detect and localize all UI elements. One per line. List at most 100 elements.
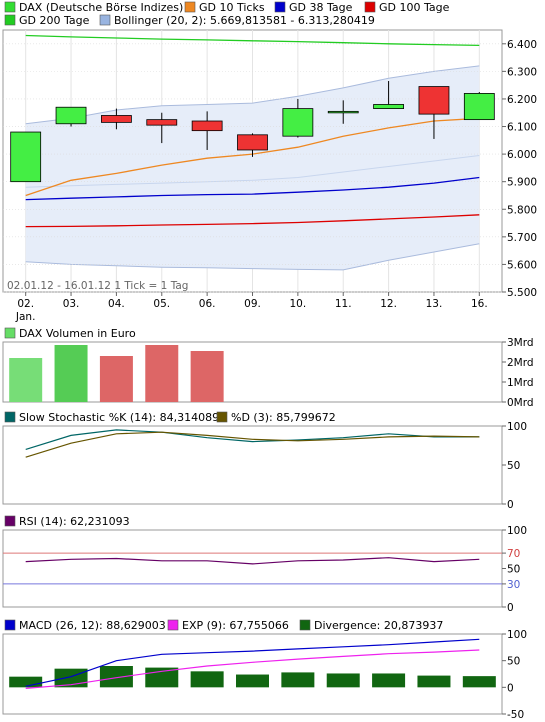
y-tick-label: 100	[507, 629, 527, 641]
candle-body	[237, 134, 268, 151]
x-tick-label: 13.	[426, 298, 443, 310]
x-tick-label: 11.	[335, 298, 352, 310]
divergence-bar	[190, 671, 224, 688]
x-tick-label: 12.	[380, 298, 397, 310]
legend-swatch	[4, 515, 16, 527]
y-tick-label: 100	[507, 525, 527, 537]
x-tick-label: 04.	[108, 298, 125, 310]
y-tick-label: 70	[507, 548, 520, 560]
candle-body	[463, 93, 495, 121]
y-tick-label: 6.000	[507, 149, 537, 161]
stochastic-panel: Slow Stochastic %K (14): 84,314089 %D (3)…	[2, 411, 527, 511]
ma-line	[25, 176, 480, 201]
y-tick-label: 50	[507, 460, 520, 472]
divergence-bar	[462, 676, 496, 688]
legend-label: GD 38 Tage	[289, 1, 353, 14]
rsi-panel: RSI (14): 62,231093 0 30 50 70 100	[2, 515, 527, 614]
legend-swatch	[4, 411, 16, 423]
candle-body	[146, 119, 178, 126]
legend-label: GD 100 Tage	[379, 1, 450, 14]
divergence-bar	[417, 675, 451, 688]
bollinger-middle-line	[25, 155, 480, 188]
x-tick-label: 16.	[471, 298, 488, 310]
legend-swatch	[274, 1, 286, 13]
y-tick-label: 3Mrd	[507, 337, 534, 349]
y-tick-label: 6.400	[507, 39, 537, 51]
candle-body	[418, 86, 450, 115]
y-tick-label: -50	[507, 709, 524, 721]
divergence-bar	[236, 674, 269, 688]
legend-swatch	[299, 619, 311, 631]
candle-body	[191, 120, 223, 132]
legend-swatch	[99, 14, 111, 26]
candle-body	[10, 131, 42, 183]
y-tick-label: 2Mrd	[507, 357, 534, 369]
legend-swatch	[216, 411, 228, 423]
bollinger-band	[25, 65, 480, 270]
y-tick-label: 5.800	[507, 204, 537, 216]
candle-body	[101, 115, 132, 123]
divergence-bar	[99, 666, 133, 688]
legend-swatch	[364, 1, 376, 13]
y-tick-label: 6.100	[507, 122, 537, 134]
y-tick-label: 1Mrd	[507, 377, 534, 389]
x-tick-label: 02.	[17, 298, 34, 310]
divergence-bar	[326, 673, 360, 688]
y-tick-label: 50	[507, 656, 520, 668]
divergence-bar	[372, 673, 406, 688]
legend-swatch	[4, 327, 16, 339]
volume-panel: DAX Volumen in Euro 0Mrd 1Mrd 2Mrd 3Mrd	[2, 327, 534, 409]
y-tick-label: 0	[507, 602, 514, 614]
legend-label: MACD (26, 12): 88,629003	[19, 619, 166, 632]
y-tick-label: 6.300	[507, 66, 537, 78]
rsi-plot-area	[2, 529, 503, 608]
legend-label: GD 10 Ticks	[199, 1, 265, 14]
y-tick-label: 5.900	[507, 177, 537, 189]
legend-label: Bollinger (20, 2): 5.669,813581 - 6.313,…	[114, 14, 375, 27]
ma-line	[25, 214, 480, 228]
legend-label: %D (3): 85,799672	[231, 411, 336, 424]
rsi-line	[25, 557, 480, 565]
y-tick-label: 100	[507, 421, 527, 433]
candle-body	[373, 104, 404, 109]
macd-line	[25, 649, 480, 689]
x-sub-label: Jan.	[15, 311, 36, 323]
legend-swatch	[4, 1, 16, 13]
y-tick-label: 5.500	[507, 287, 537, 299]
volume-bar	[190, 351, 224, 402]
bollinger-upper-line	[25, 65, 480, 125]
price-panel: DAX (Deutsche Börse Indizes) GD 10 Ticks G…	[2, 1, 537, 323]
y-tick-label: 0	[507, 682, 514, 694]
y-tick-label: 5.600	[507, 259, 537, 271]
divergence-bar	[281, 672, 315, 688]
volume-bar	[54, 345, 88, 402]
divergence-bar	[9, 676, 43, 688]
bollinger-lower-line	[25, 243, 480, 271]
legend-label: RSI (14): 62,231093	[19, 515, 130, 528]
y-tick-label: 0	[507, 499, 514, 511]
info-text: 02.01.12 - 16.01.12 1 Tick = 1 Tag	[7, 280, 188, 292]
legend-label: DAX Volumen in Euro	[19, 327, 136, 340]
x-tick-label: 06.	[199, 298, 216, 310]
x-tick-label: 05.	[153, 298, 170, 310]
legend-swatch	[4, 14, 16, 26]
legend-label: GD 200 Tage	[19, 14, 90, 27]
ma-line	[25, 34, 480, 47]
y-tick-label: 0Mrd	[507, 397, 534, 409]
y-tick-label: 30	[507, 579, 520, 591]
volume-bar	[99, 356, 133, 402]
volume-bar	[145, 345, 179, 402]
legend-label: Divergence: 20,873937	[314, 619, 443, 632]
legend-label: Slow Stochastic %K (14): 84,314089	[19, 411, 219, 424]
legend-swatch	[184, 1, 196, 13]
divergence-bar	[145, 667, 179, 688]
volume-bar	[9, 358, 43, 402]
candle-body	[327, 110, 359, 114]
y-tick-label: 5.700	[507, 232, 537, 244]
macd-panel: MACD (26, 12): 88,629003 EXP (9): 67,7550…	[2, 619, 527, 721]
legend-swatch	[167, 619, 179, 631]
legend-label: DAX (Deutsche Börse Indizes)	[19, 1, 183, 14]
legend-label: EXP (9): 67,755066	[182, 619, 289, 632]
y-tick-label: 50	[507, 564, 520, 576]
